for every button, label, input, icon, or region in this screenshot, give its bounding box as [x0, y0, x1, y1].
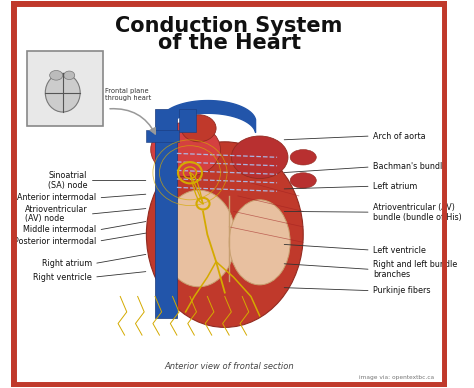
Ellipse shape: [231, 136, 288, 178]
Ellipse shape: [290, 149, 316, 165]
Text: Conduction System: Conduction System: [116, 16, 343, 36]
Text: Arch of aorta: Arch of aorta: [373, 132, 426, 140]
Text: image via: opentextbc.ca: image via: opentextbc.ca: [359, 375, 434, 380]
Ellipse shape: [229, 200, 290, 285]
Polygon shape: [179, 109, 197, 132]
Ellipse shape: [151, 123, 220, 177]
Text: Bachman's bundle: Bachman's bundle: [373, 163, 447, 171]
Ellipse shape: [162, 190, 236, 287]
FancyBboxPatch shape: [27, 51, 103, 126]
Ellipse shape: [290, 173, 316, 188]
Polygon shape: [155, 109, 177, 318]
Ellipse shape: [50, 71, 63, 80]
Ellipse shape: [181, 115, 216, 142]
Text: Atrioventricular
(AV) node: Atrioventricular (AV) node: [25, 205, 88, 223]
Ellipse shape: [146, 142, 303, 327]
Text: Atrioventricular (AV)
bundle (bundle of His): Atrioventricular (AV) bundle (bundle of …: [373, 203, 462, 222]
Polygon shape: [146, 130, 179, 142]
Text: Anterior view of frontal section: Anterior view of frontal section: [164, 362, 294, 371]
Text: Left ventricle: Left ventricle: [373, 246, 426, 255]
Text: Middle intermodal: Middle intermodal: [23, 225, 96, 234]
Text: Purkinje fibers: Purkinje fibers: [373, 286, 430, 295]
Text: Right and left bundle
branches: Right and left bundle branches: [373, 260, 457, 279]
Ellipse shape: [46, 73, 80, 112]
Text: Left atrium: Left atrium: [373, 182, 417, 191]
Text: of the Heart: of the Heart: [157, 33, 301, 53]
Text: Anterior intermodal: Anterior intermodal: [17, 193, 96, 203]
Text: Right atrium: Right atrium: [42, 259, 92, 268]
Ellipse shape: [64, 71, 75, 80]
Text: Sinoatrial
(SA) node: Sinoatrial (SA) node: [48, 171, 88, 190]
Text: Right ventricle: Right ventricle: [33, 273, 92, 282]
Text: Posterior intermodal: Posterior intermodal: [14, 237, 96, 246]
Text: Frontal plane
through heart: Frontal plane through heart: [105, 88, 151, 101]
